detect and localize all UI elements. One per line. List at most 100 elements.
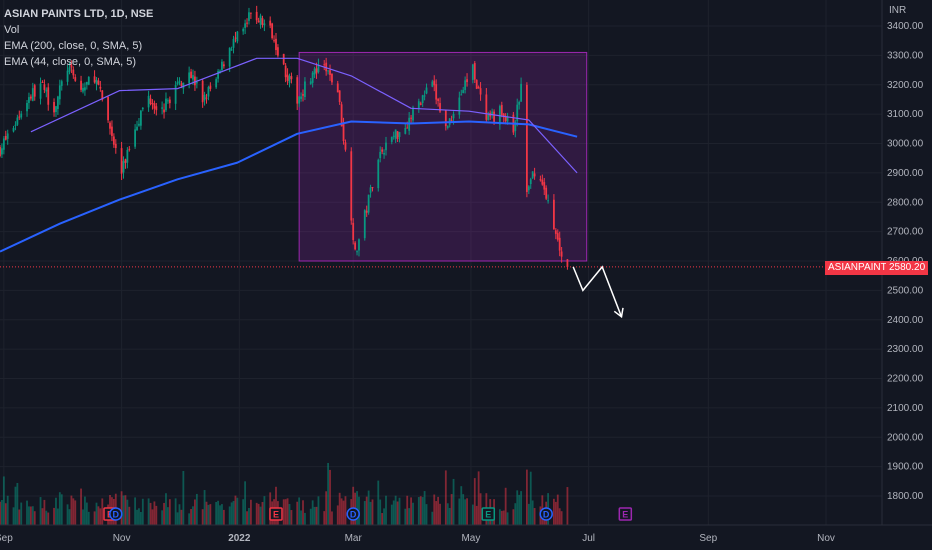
indicator-ema-200[interactable]: EMA (200, close, 0, SMA, 5) bbox=[4, 40, 143, 52]
candle-body bbox=[178, 80, 181, 83]
candle-body bbox=[82, 87, 84, 92]
volume-bar bbox=[45, 510, 48, 525]
volume-bar bbox=[431, 511, 434, 525]
candle-body bbox=[377, 159, 380, 189]
candle-body bbox=[363, 210, 366, 239]
volume-bar bbox=[85, 502, 88, 525]
candle-body bbox=[344, 142, 347, 150]
volume-bar bbox=[288, 504, 291, 525]
candle-body bbox=[138, 123, 140, 126]
time-axis[interactable]: Sep Nov 2022 Mar May Jul Sep Nov bbox=[0, 524, 932, 550]
volume-bar bbox=[174, 498, 177, 525]
indicator-vol[interactable]: Vol bbox=[4, 24, 20, 36]
candle-body bbox=[93, 76, 96, 83]
event-marker-dividend[interactable]: D bbox=[109, 507, 123, 521]
candle-body bbox=[56, 96, 59, 109]
symbol-title[interactable]: ASIAN PAINTS LTD, 1D, NSE bbox=[4, 8, 154, 20]
candle-body bbox=[433, 80, 436, 86]
volume-bar bbox=[390, 504, 393, 525]
volume-bar bbox=[222, 509, 225, 525]
volume-bar bbox=[512, 509, 515, 525]
volume-bar bbox=[408, 508, 411, 525]
volume-bar bbox=[26, 500, 28, 525]
candle-body bbox=[365, 210, 368, 213]
candle-body bbox=[242, 28, 245, 32]
event-marker-dividend[interactable]: D bbox=[346, 507, 360, 521]
candle-body bbox=[435, 84, 438, 100]
event-marker-earnings[interactable]: E bbox=[481, 507, 496, 521]
volume-bar bbox=[255, 502, 258, 525]
volume-bar bbox=[95, 502, 98, 525]
volume-bar bbox=[412, 502, 414, 525]
volume-bar bbox=[433, 494, 436, 525]
volume-bar bbox=[300, 510, 302, 525]
candle-body bbox=[87, 76, 90, 85]
candle-body bbox=[545, 187, 548, 199]
event-marker-earnings[interactable]: E bbox=[618, 507, 633, 521]
candle-body bbox=[425, 87, 428, 94]
dividend-icon bbox=[109, 507, 123, 521]
event-markers[interactable]: EDEDEDE bbox=[103, 507, 633, 521]
volume-bar bbox=[327, 462, 329, 525]
volume-bar bbox=[502, 510, 505, 525]
candle-body bbox=[396, 131, 399, 140]
candle-body bbox=[4, 135, 7, 140]
candle-body bbox=[531, 171, 534, 179]
event-marker-dividend[interactable]: D bbox=[539, 507, 553, 521]
candle-body bbox=[390, 136, 393, 142]
candle-body bbox=[313, 68, 316, 75]
candle-body bbox=[479, 88, 482, 95]
volume-bar bbox=[396, 501, 399, 525]
candle-body bbox=[182, 82, 185, 89]
candle-body bbox=[201, 80, 204, 103]
volume-bar bbox=[31, 506, 34, 525]
candle-body bbox=[232, 39, 235, 48]
candle-body bbox=[244, 23, 247, 28]
candle-body bbox=[99, 86, 102, 89]
volume-bar bbox=[452, 478, 455, 525]
event-label: E bbox=[622, 510, 628, 520]
candle-body bbox=[516, 104, 519, 121]
volume-bar bbox=[263, 496, 266, 525]
candle-body bbox=[504, 116, 507, 122]
volume-bar bbox=[124, 495, 127, 525]
candle-body bbox=[556, 233, 559, 240]
candle-body bbox=[367, 194, 370, 213]
volume-bar bbox=[180, 509, 183, 525]
candle-body bbox=[421, 95, 424, 104]
candle-body bbox=[290, 76, 293, 80]
volume-bar bbox=[190, 509, 192, 525]
candle-body bbox=[458, 97, 461, 115]
volume-bar bbox=[163, 502, 165, 525]
candle-body bbox=[331, 73, 333, 83]
candle-body bbox=[174, 85, 177, 104]
price-axis[interactable]: 3400.00 3300.00 3200.00 3100.00 3000.00 2900.… bbox=[881, 0, 932, 550]
candle-body bbox=[475, 79, 478, 89]
candle-body bbox=[33, 85, 36, 97]
candle-body bbox=[558, 237, 561, 251]
candle-body bbox=[566, 259, 569, 267]
volume-bar bbox=[248, 508, 250, 525]
volume-bar bbox=[425, 504, 428, 525]
candle-body bbox=[547, 200, 550, 202]
volume-bar bbox=[439, 503, 441, 525]
candle-body bbox=[539, 179, 542, 181]
indicator-ema-44[interactable]: EMA (44, close, 0, SMA, 5) bbox=[4, 56, 137, 68]
candle-body bbox=[167, 100, 169, 102]
candle-body bbox=[525, 84, 528, 192]
candle-body bbox=[222, 64, 225, 67]
range-rectangle[interactable] bbox=[298, 51, 588, 262]
volume-bar bbox=[58, 492, 61, 525]
volume-bar bbox=[234, 495, 237, 525]
volume-bar bbox=[317, 496, 320, 525]
candle-body bbox=[153, 103, 156, 109]
volume-bar bbox=[558, 508, 561, 525]
candle-body bbox=[261, 18, 264, 25]
volume-bar bbox=[516, 490, 519, 525]
volume-bar bbox=[195, 493, 198, 525]
volume-bar bbox=[18, 509, 21, 525]
event-marker-earnings[interactable]: E bbox=[269, 507, 283, 521]
projection-arrow[interactable] bbox=[572, 265, 624, 319]
candle-body bbox=[309, 81, 312, 85]
